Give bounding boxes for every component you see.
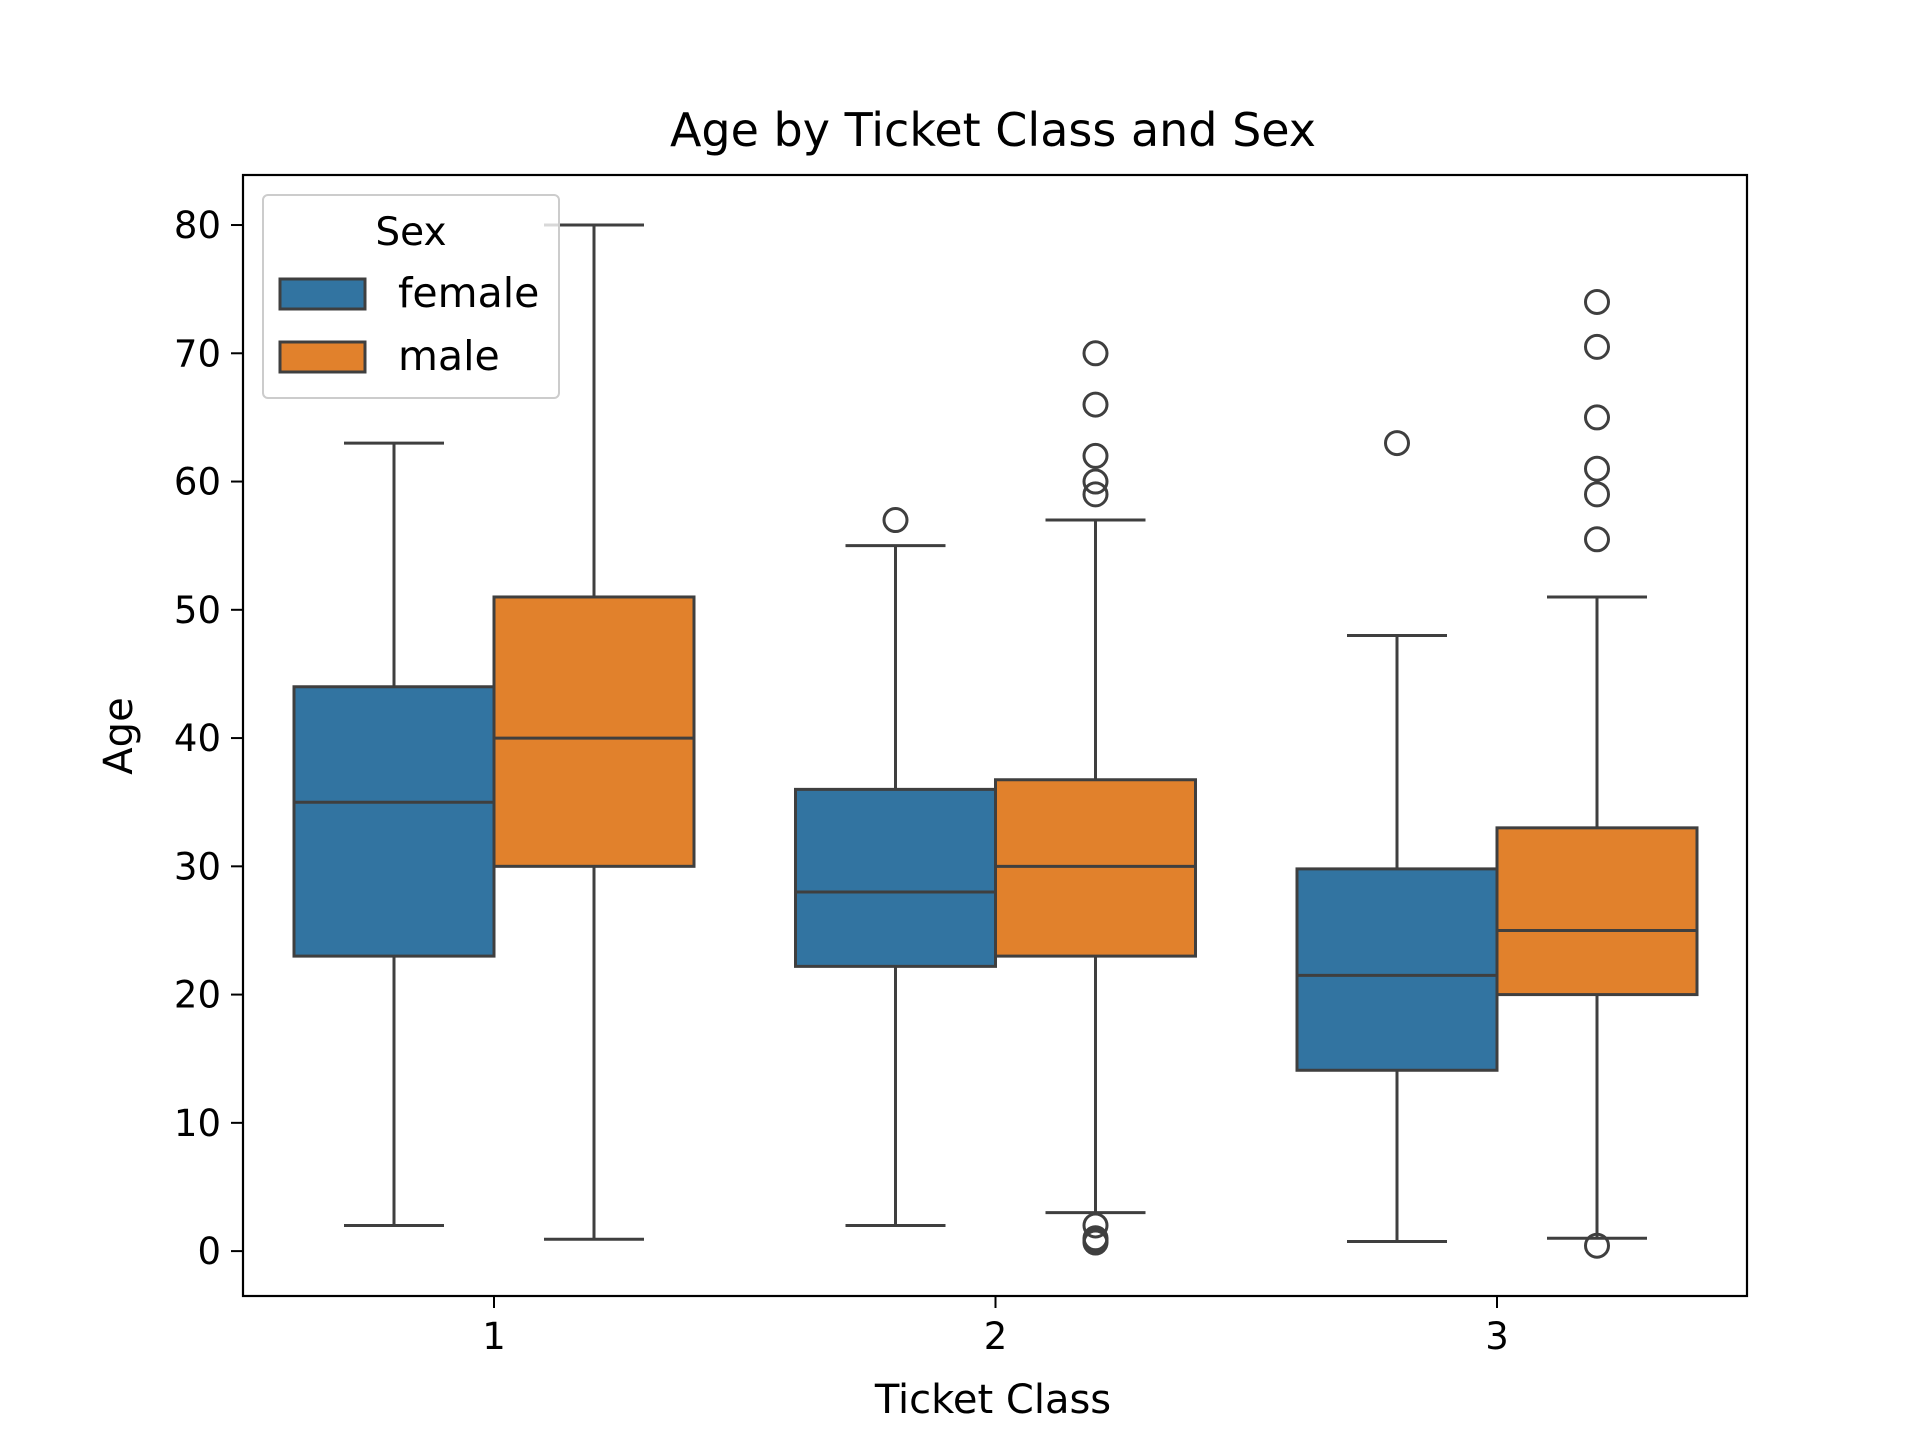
y-tick-label: 60 bbox=[174, 461, 221, 504]
y-axis-title: Age bbox=[96, 697, 142, 774]
box-body bbox=[994, 778, 1197, 958]
outlier-point bbox=[1082, 481, 1109, 508]
legend-label-male: male bbox=[398, 332, 500, 380]
outlier-point bbox=[1584, 333, 1610, 360]
y-tick-label: 20 bbox=[174, 974, 221, 1017]
box-female-class-2 bbox=[794, 507, 997, 1227]
box-female-class-1 bbox=[292, 441, 496, 1227]
box-male-class-2 bbox=[994, 340, 1197, 1256]
box-female-class-3 bbox=[1295, 430, 1499, 1243]
box-male-class-1 bbox=[492, 223, 696, 1241]
legend: Sex female male bbox=[262, 194, 560, 399]
x-tick-label: 2 bbox=[984, 1315, 1008, 1358]
y-tick-label: 0 bbox=[197, 1230, 221, 1273]
outlier-point bbox=[1082, 391, 1109, 418]
x-axis-title: Ticket Class bbox=[874, 1377, 1111, 1423]
legend-title: Sex bbox=[375, 210, 446, 255]
outlier-point bbox=[1584, 526, 1610, 553]
y-tick-label: 80 bbox=[174, 204, 221, 247]
y-tick-label: 10 bbox=[174, 1102, 221, 1145]
box-body bbox=[292, 685, 496, 958]
plot-area: 0 10 20 30 40 50 60 70 80 1 2 3 bbox=[174, 173, 1749, 1358]
y-tick-label: 40 bbox=[174, 717, 221, 760]
x-tick-label: 3 bbox=[1485, 1315, 1509, 1358]
box-body bbox=[1495, 826, 1699, 997]
outlier-point bbox=[1082, 1212, 1109, 1239]
y-tick-label: 30 bbox=[174, 845, 221, 888]
box-body bbox=[492, 595, 696, 868]
y-tick-label: 50 bbox=[174, 589, 221, 632]
outlier-point bbox=[1082, 442, 1109, 469]
box-male-class-3 bbox=[1495, 288, 1699, 1259]
x-tick-label: 1 bbox=[482, 1315, 506, 1358]
box-body bbox=[1295, 867, 1499, 1072]
y-tick-label: 70 bbox=[174, 332, 221, 375]
outlier-point bbox=[1082, 340, 1109, 367]
outlier-point bbox=[1082, 1225, 1109, 1252]
outlier-point bbox=[882, 507, 909, 534]
outlier-point bbox=[1082, 468, 1109, 495]
chart-title: Age by Ticket Class and Sex bbox=[670, 103, 1316, 157]
legend-swatch-male bbox=[278, 340, 367, 374]
outlier-point bbox=[1384, 430, 1410, 457]
outlier-point bbox=[1584, 404, 1610, 431]
outlier-point bbox=[1584, 455, 1610, 482]
legend-swatch-female bbox=[278, 277, 367, 311]
outlier-point bbox=[1584, 1232, 1610, 1259]
outlier-point bbox=[1584, 481, 1610, 508]
outlier-point bbox=[1584, 288, 1610, 315]
box-body bbox=[794, 787, 997, 968]
legend-label-female: female bbox=[398, 269, 539, 317]
